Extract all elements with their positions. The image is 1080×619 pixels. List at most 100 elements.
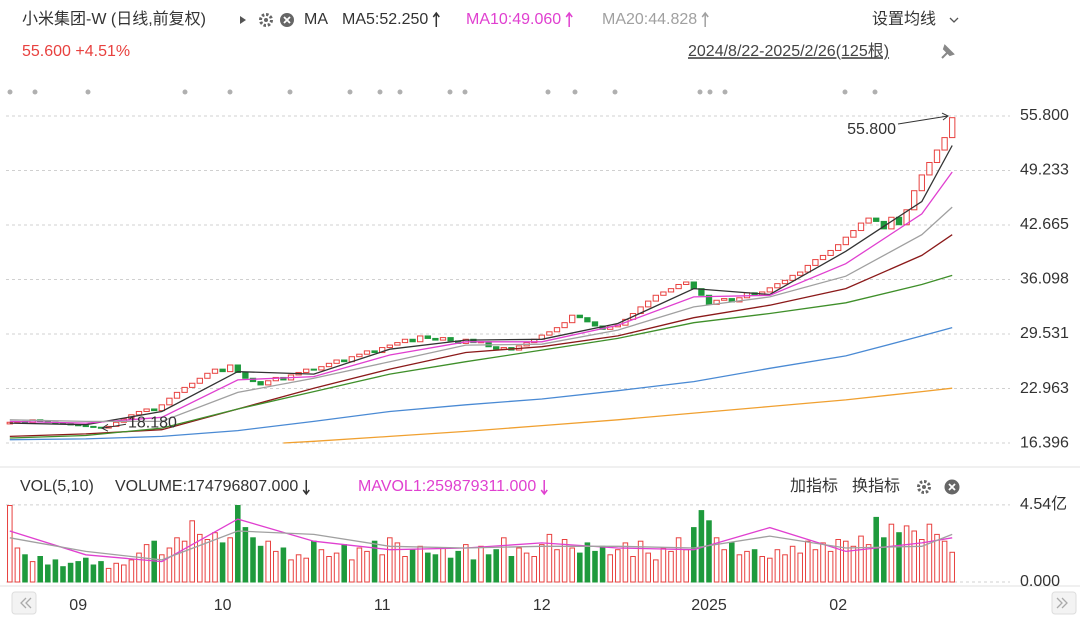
candle xyxy=(797,271,804,276)
add-indicator-button[interactable]: 加指标 xyxy=(790,477,838,495)
candle xyxy=(721,298,728,301)
event-marker xyxy=(347,89,353,95)
dropdown-icon[interactable] xyxy=(949,17,959,23)
volume-bar xyxy=(668,550,674,583)
legend-entry: MA20:44.828 xyxy=(602,11,697,28)
candle xyxy=(265,380,272,386)
close-icon[interactable] xyxy=(280,13,294,27)
volume-bar xyxy=(561,539,568,583)
volume-bar xyxy=(637,540,644,583)
candle xyxy=(409,338,416,343)
close-icon[interactable] xyxy=(944,479,960,495)
volume-bar xyxy=(835,539,841,583)
candle xyxy=(683,281,690,285)
volume-bar xyxy=(516,547,522,583)
candle xyxy=(493,346,500,350)
candle xyxy=(257,381,264,386)
candle xyxy=(865,217,872,224)
scroll-left-button[interactable] xyxy=(11,591,37,615)
volume-bar xyxy=(470,559,477,583)
candle xyxy=(941,137,948,151)
volume-bar xyxy=(417,545,423,583)
volume-bar xyxy=(881,537,887,583)
volume-bar xyxy=(440,547,446,583)
candle xyxy=(211,368,219,374)
candle xyxy=(401,338,409,344)
ma-line xyxy=(9,530,953,561)
volume-bar xyxy=(645,552,651,583)
volume-bar xyxy=(90,564,97,583)
volume-bar xyxy=(303,557,309,583)
candle xyxy=(561,322,568,329)
event-marker xyxy=(227,89,233,95)
volume-bar xyxy=(546,533,553,583)
event-marker xyxy=(842,89,848,95)
volume-bar xyxy=(136,552,142,583)
candle xyxy=(918,174,925,192)
event-marker xyxy=(397,89,403,95)
trend-arrow xyxy=(565,11,573,27)
volume-bar xyxy=(14,547,21,583)
candle xyxy=(135,410,143,416)
volume-bar xyxy=(455,550,461,583)
volume-bar xyxy=(242,527,249,583)
volume-bar xyxy=(744,550,750,583)
volume-bar xyxy=(706,520,712,583)
volume-bar xyxy=(751,549,758,583)
date-range[interactable]: 2024/8/22-2025/2/26(125根) xyxy=(688,42,889,60)
volume-bar xyxy=(501,537,507,583)
min-label: 18.180 xyxy=(128,414,177,431)
volume-bar xyxy=(189,520,195,583)
settings-icon[interactable] xyxy=(917,480,931,494)
volume-bar xyxy=(843,540,849,583)
candle xyxy=(439,337,447,341)
candle xyxy=(424,335,431,339)
candle xyxy=(766,287,773,293)
settings-button[interactable]: 设置均线 xyxy=(872,10,936,28)
volume-bar xyxy=(463,544,469,583)
candle xyxy=(812,259,819,266)
y-tick-label: 49.233 xyxy=(1020,162,1069,179)
switch-indicator-button[interactable]: 换指标 xyxy=(852,477,900,495)
volume-bar xyxy=(926,523,933,583)
min-arrow xyxy=(101,423,127,432)
volume-bar xyxy=(52,559,59,583)
y-tick-label: 16.396 xyxy=(1020,434,1069,451)
volume-bar xyxy=(660,547,667,583)
volume-bar xyxy=(622,542,629,583)
event-marker xyxy=(447,89,453,95)
candle xyxy=(447,337,454,342)
volume-bar xyxy=(280,547,287,583)
scroll-right-button[interactable] xyxy=(1051,591,1077,615)
volume-bar xyxy=(577,552,583,583)
volume-bar xyxy=(759,556,765,583)
volume-bar xyxy=(653,559,659,583)
settings-icon[interactable] xyxy=(259,13,273,27)
volume-bar xyxy=(235,505,241,583)
volume-bar xyxy=(531,556,537,583)
volume-bar xyxy=(820,542,826,583)
volume-bar xyxy=(273,550,279,583)
max-arrow xyxy=(897,112,949,125)
x-tick-label: 10 xyxy=(214,597,232,614)
volume-bar xyxy=(713,537,720,583)
pin-icon[interactable] xyxy=(941,44,955,59)
expand-icon[interactable] xyxy=(240,16,246,24)
volume-bar xyxy=(896,532,902,583)
candle xyxy=(819,254,827,261)
candle xyxy=(196,377,203,384)
volume-bar xyxy=(67,562,74,583)
volume-bar xyxy=(394,542,401,583)
candle xyxy=(90,425,97,428)
legend-entry: VOLUME:174796807.000 xyxy=(115,478,298,495)
candle xyxy=(804,264,811,273)
volume-bar xyxy=(288,559,294,583)
volume-bar xyxy=(349,559,355,583)
x-tick-label: 11 xyxy=(374,597,391,614)
ma-line xyxy=(9,171,953,424)
volume-bar xyxy=(128,559,135,583)
candle xyxy=(234,364,241,373)
y-tick-label: 29.531 xyxy=(1020,325,1069,342)
volume-bar xyxy=(584,542,591,583)
candle xyxy=(660,291,667,296)
